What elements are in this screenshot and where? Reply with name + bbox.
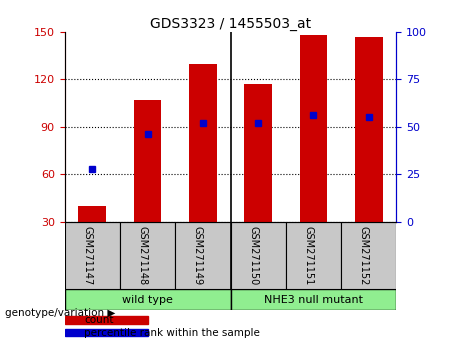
- Bar: [230, 289, 396, 310]
- Text: GSM271149: GSM271149: [193, 227, 203, 286]
- Bar: [189, 63, 217, 222]
- Text: GSM271147: GSM271147: [82, 227, 92, 286]
- Bar: [134, 100, 161, 222]
- Text: GSM271151: GSM271151: [303, 227, 313, 286]
- Text: NHE3 null mutant: NHE3 null mutant: [264, 295, 363, 305]
- Bar: [341, 222, 396, 289]
- Bar: [65, 316, 148, 324]
- Text: genotype/variation ▶: genotype/variation ▶: [5, 308, 115, 318]
- Bar: [175, 222, 230, 289]
- Bar: [65, 289, 230, 310]
- Bar: [300, 35, 327, 222]
- Bar: [65, 329, 148, 336]
- Bar: [355, 36, 383, 222]
- Bar: [78, 206, 106, 222]
- Title: GDS3323 / 1455503_at: GDS3323 / 1455503_at: [150, 17, 311, 31]
- Bar: [65, 222, 120, 289]
- Bar: [244, 84, 272, 222]
- Text: count: count: [84, 315, 114, 325]
- Bar: [120, 222, 175, 289]
- Text: wild type: wild type: [122, 295, 173, 305]
- Text: GSM271150: GSM271150: [248, 227, 258, 286]
- Bar: [230, 222, 286, 289]
- Text: GSM271152: GSM271152: [359, 227, 369, 286]
- Text: GSM271148: GSM271148: [137, 227, 148, 286]
- Text: percentile rank within the sample: percentile rank within the sample: [84, 328, 260, 338]
- Bar: [286, 222, 341, 289]
